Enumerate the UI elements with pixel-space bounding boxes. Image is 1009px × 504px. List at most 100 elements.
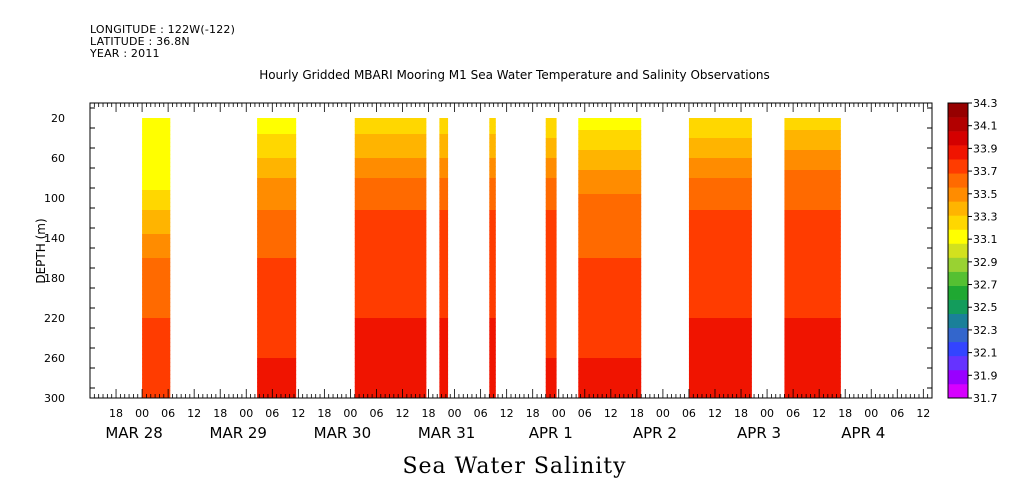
salinity-cell <box>545 258 557 263</box>
salinity-cell <box>578 202 642 207</box>
salinity-cell <box>439 202 449 207</box>
salinity-cell <box>439 214 449 219</box>
salinity-cell <box>354 342 427 347</box>
salinity-cell <box>784 374 841 379</box>
salinity-cell <box>688 278 752 283</box>
salinity-cell <box>142 138 171 143</box>
axis-ticks: 20 60 100 140 180 220 260 300 18 00 06 12 18 00 06 12 18… <box>44 103 933 442</box>
salinity-cell <box>257 178 297 183</box>
salinity-cell <box>439 366 449 371</box>
salinity-cell <box>439 238 449 243</box>
salinity-cell <box>354 374 427 379</box>
y-tick-label: 180 <box>44 272 65 285</box>
salinity-cell <box>354 358 427 363</box>
salinity-cell <box>439 326 449 331</box>
salinity-cell <box>354 322 427 327</box>
salinity-cell <box>354 382 427 387</box>
salinity-cell <box>545 318 557 323</box>
salinity-cell <box>354 330 427 335</box>
salinity-cell <box>688 242 752 247</box>
x-hour-label: 00 <box>552 407 566 420</box>
salinity-cell <box>545 342 557 347</box>
salinity-cell <box>354 378 427 383</box>
salinity-cell <box>489 258 496 263</box>
salinity-cell <box>354 370 427 375</box>
x-hour-label: 06 <box>161 407 175 420</box>
x-hour-label: 00 <box>656 407 670 420</box>
salinity-cell <box>688 382 752 387</box>
salinity-cell <box>489 322 496 327</box>
salinity-cell <box>439 338 449 343</box>
salinity-cell <box>784 310 841 315</box>
salinity-cell <box>545 306 557 311</box>
salinity-cell <box>354 270 427 275</box>
data-segment <box>439 118 449 399</box>
salinity-cell <box>142 198 171 203</box>
salinity-cell <box>578 358 642 363</box>
salinity-cell <box>354 174 427 179</box>
salinity-cell <box>257 310 297 315</box>
salinity-cell <box>489 194 496 199</box>
y-tick-label: 100 <box>44 192 65 205</box>
salinity-cell <box>578 394 642 399</box>
salinity-cell <box>489 210 496 215</box>
salinity-cell <box>578 262 642 267</box>
salinity-cell <box>489 318 496 323</box>
salinity-cell <box>439 158 449 163</box>
salinity-cell <box>142 230 171 235</box>
colorbar-swatch <box>948 313 968 329</box>
salinity-cell <box>578 302 642 307</box>
salinity-cell <box>142 334 171 339</box>
colorbar-swatch <box>948 201 968 216</box>
salinity-cell <box>784 290 841 295</box>
x-hour-label: 18 <box>109 407 123 420</box>
x-hour-label: 12 <box>187 407 201 420</box>
salinity-cell <box>784 366 841 371</box>
salinity-cell <box>784 350 841 355</box>
salinity-cell <box>142 222 171 227</box>
salinity-cell <box>489 386 496 391</box>
salinity-cell <box>578 178 642 183</box>
salinity-cell <box>545 338 557 343</box>
salinity-cell <box>257 194 297 199</box>
salinity-cell <box>578 342 642 347</box>
salinity-cell <box>439 166 449 171</box>
x-date-label: APR 3 <box>737 424 781 442</box>
salinity-cell <box>578 286 642 291</box>
salinity-cell <box>784 150 841 155</box>
colorbar-label: 32.1 <box>973 347 998 360</box>
salinity-cell <box>257 322 297 327</box>
salinity-cell <box>354 126 427 131</box>
salinity-cell <box>545 282 557 287</box>
salinity-cell <box>257 274 297 279</box>
salinity-cell <box>489 166 496 171</box>
salinity-cell <box>257 354 297 359</box>
salinity-cell <box>688 258 752 263</box>
salinity-cell <box>578 230 642 235</box>
x-date-label: APR 4 <box>841 424 885 442</box>
salinity-cell <box>784 386 841 391</box>
salinity-cell <box>688 214 752 219</box>
salinity-cell <box>545 362 557 367</box>
salinity-cell <box>489 342 496 347</box>
salinity-cell <box>688 390 752 395</box>
salinity-cell <box>489 378 496 383</box>
salinity-cell <box>545 190 557 195</box>
salinity-cell <box>578 166 642 171</box>
salinity-cell <box>784 202 841 207</box>
salinity-cell <box>257 206 297 211</box>
salinity-cell <box>354 390 427 395</box>
x-hour-label: 18 <box>526 407 540 420</box>
salinity-cell <box>545 202 557 207</box>
salinity-cell <box>439 170 449 175</box>
salinity-cell <box>489 294 496 299</box>
salinity-cell <box>354 362 427 367</box>
salinity-cell <box>354 210 427 215</box>
salinity-cell <box>578 370 642 375</box>
salinity-cell <box>545 182 557 187</box>
data-segment <box>578 118 642 399</box>
salinity-cell <box>489 274 496 279</box>
salinity-cell <box>489 162 496 167</box>
salinity-cell <box>688 174 752 179</box>
salinity-cell <box>688 326 752 331</box>
